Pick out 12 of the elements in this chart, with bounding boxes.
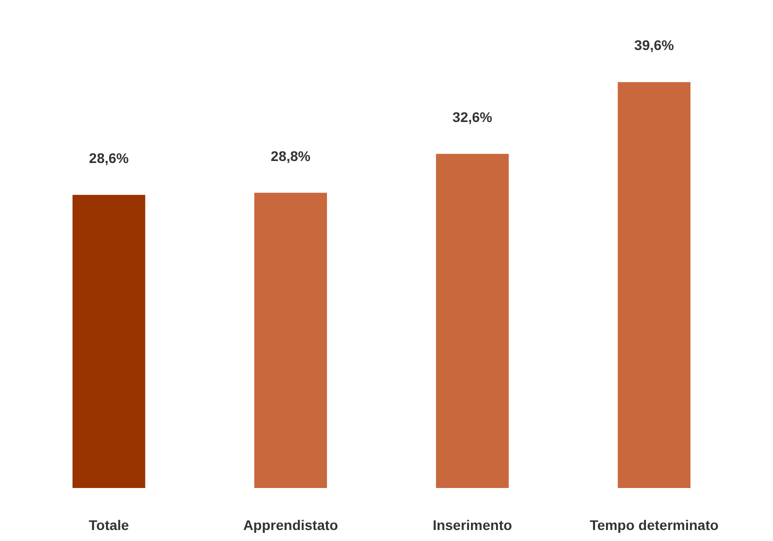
x-tick-label: Tempo determinato — [590, 517, 719, 533]
data-label: 28,8% — [270, 148, 312, 164]
bar — [436, 154, 509, 488]
data-label: 39,6% — [634, 37, 675, 54]
data-label: 32,6% — [452, 108, 493, 125]
x-tick-label: Apprendistato — [243, 517, 338, 533]
bar — [72, 194, 146, 488]
data-label: 28,6% — [89, 150, 130, 166]
bar — [618, 82, 690, 488]
bar — [254, 192, 327, 488]
x-tick-label: Totale — [88, 517, 130, 533]
x-tick-label: Inserimento — [432, 517, 512, 533]
